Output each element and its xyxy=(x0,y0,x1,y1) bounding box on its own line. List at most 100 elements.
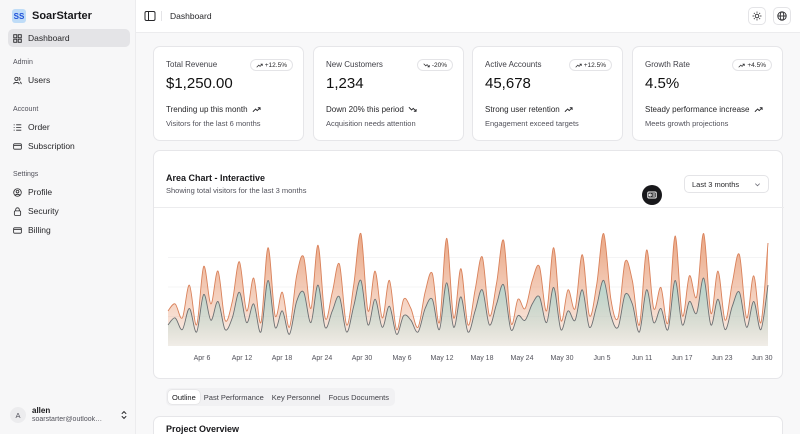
trend-up-icon xyxy=(575,63,582,67)
list-icon xyxy=(13,123,22,132)
stat-trend: Down 20% this period xyxy=(326,105,417,114)
trend-up-icon xyxy=(256,63,263,67)
x-tick-label: May 30 xyxy=(551,355,574,362)
user-circle-icon xyxy=(13,187,22,197)
stat-trend: Trending up this month xyxy=(166,105,261,114)
time-range-value: Last 3 months xyxy=(692,179,740,189)
sidebar-item-label: Billing xyxy=(28,225,51,235)
stat-title: Total Revenue xyxy=(166,60,218,69)
trend-up-icon xyxy=(738,63,746,67)
x-tick-label: Jun 11 xyxy=(632,355,653,362)
id-card-icon xyxy=(647,191,657,199)
floating-action-button[interactable] xyxy=(642,185,662,205)
sidebar: SS SoarStarter Dashboard Admin Users Acc… xyxy=(0,0,136,434)
time-range-select[interactable]: Last 3 months xyxy=(684,175,769,193)
stat-badge-text: +4.5% xyxy=(747,61,766,69)
stat-badge-text: +12.5% xyxy=(264,61,287,69)
x-tick-label: Jun 5 xyxy=(593,355,610,362)
theme-toggle-button[interactable] xyxy=(748,7,766,25)
chevron-up-down-icon xyxy=(121,410,127,420)
tab-outline[interactable]: Outline xyxy=(168,390,200,404)
tab-key-personnel[interactable]: Key Personnel xyxy=(271,392,321,402)
chevron-down-icon xyxy=(755,182,760,186)
stat-value: 1,234 xyxy=(326,75,364,92)
sidebar-item-users[interactable]: Users xyxy=(8,71,130,89)
stat-subtext: Engagement exceed targets xyxy=(485,119,579,128)
area-chart-card: Area Chart - Interactive Showing total v… xyxy=(153,150,784,379)
users-icon xyxy=(13,76,22,85)
chart-divider xyxy=(154,207,784,208)
sidebar-item-security[interactable]: Security xyxy=(8,202,130,220)
stat-subtext: Visitors for the last 6 months xyxy=(166,119,261,128)
sun-icon xyxy=(752,11,762,21)
section-tabs: Outline Past Performance Key Personnel F… xyxy=(166,388,396,406)
x-tick-label: Jun 23 xyxy=(711,355,732,362)
area-chart: Apr 6 Apr 12 Apr 18 Apr 24 Apr 30 May 6 May 12… xyxy=(167,233,773,362)
stat-value: $1,250.00 xyxy=(166,75,233,92)
user-name: allen xyxy=(32,406,51,415)
x-tick-label: May 18 xyxy=(471,355,494,362)
chart-title: Area Chart - Interactive xyxy=(166,173,266,183)
brand-logo: SS xyxy=(12,9,26,23)
sidebar-item-label: Dashboard xyxy=(28,33,70,43)
sidebar-item-label: Subscription xyxy=(28,141,75,151)
group-label-settings: Settings xyxy=(13,171,39,178)
x-tick-label: Apr 6 xyxy=(194,355,211,362)
lock-icon xyxy=(13,206,22,216)
group-label-admin: Admin xyxy=(13,59,33,66)
stat-trend-text: Steady performance increase xyxy=(645,105,750,114)
stat-card-new-customers: New Customers -20% 1,234 Down 20% this p… xyxy=(313,46,464,141)
x-tick-label: Apr 12 xyxy=(232,355,253,362)
breadcrumb[interactable]: Dashboard xyxy=(170,11,212,21)
stat-trend-text: Strong user retention xyxy=(485,105,560,114)
stat-title: Active Accounts xyxy=(485,60,542,69)
brand[interactable]: SS SoarStarter xyxy=(12,9,92,23)
header: Dashboard xyxy=(136,0,800,33)
sidebar-item-profile[interactable]: Profile xyxy=(8,183,130,201)
user-menu[interactable]: A allen soarstarter@outlook.com xyxy=(10,402,128,428)
group-label-account: Account xyxy=(13,106,39,113)
trend-up-icon xyxy=(252,107,261,113)
tab-past-performance[interactable]: Past Performance xyxy=(203,392,264,402)
x-tick-label: May 6 xyxy=(392,355,411,362)
stat-card-active-accounts: Active Accounts +12.5% 45,678 Strong use… xyxy=(472,46,623,141)
series-line-lower xyxy=(167,277,769,335)
stat-card-total-revenue: Total Revenue +12.5% $1,250.00 Trending … xyxy=(153,46,304,141)
stat-value: 45,678 xyxy=(485,75,531,92)
sidebar-item-label: Profile xyxy=(28,187,53,197)
user-email: soarstarter@outlook.com xyxy=(32,415,104,423)
language-button[interactable] xyxy=(773,7,791,25)
x-tick-label: May 12 xyxy=(431,355,454,362)
sidebar-item-dashboard[interactable]: Dashboard xyxy=(8,29,130,47)
stat-title: Growth Rate xyxy=(645,60,690,69)
stat-badge-text: -20% xyxy=(431,61,447,69)
sidebar-item-order[interactable]: Order xyxy=(8,118,130,136)
sidebar-item-subscription[interactable]: Subscription xyxy=(8,137,130,155)
stat-badge: +12.5% xyxy=(249,59,293,71)
dashboard-icon xyxy=(13,33,22,43)
section-title: Project Overview xyxy=(166,424,240,434)
credit-card-icon xyxy=(13,142,22,151)
tab-focus-documents[interactable]: Focus Documents xyxy=(328,392,390,402)
stat-trend: Strong user retention xyxy=(485,105,573,114)
credit-card-icon xyxy=(13,226,22,235)
stat-value: 4.5% xyxy=(645,75,680,92)
sidebar-item-billing[interactable]: Billing xyxy=(8,221,130,239)
stat-trend: Steady performance increase xyxy=(645,105,763,114)
stat-badge: -20% xyxy=(416,59,453,71)
sidebar-toggle-icon[interactable] xyxy=(144,10,156,22)
x-tick-label: May 24 xyxy=(511,355,534,362)
series-line-upper xyxy=(167,233,769,331)
sidebar-item-label: Order xyxy=(28,122,50,132)
chart-subtitle: Showing total visitors for the last 3 mo… xyxy=(166,186,307,195)
x-tick-label: Jun 30 xyxy=(751,355,772,362)
x-tick-label: Apr 30 xyxy=(352,355,373,362)
trend-down-icon xyxy=(423,63,430,67)
stat-badge: +12.5% xyxy=(568,59,612,71)
sidebar-item-label: Users xyxy=(28,75,51,85)
stat-badge-text: +12.5% xyxy=(583,61,606,69)
trend-up-icon xyxy=(564,107,573,113)
stat-trend-text: Trending up this month xyxy=(166,105,248,114)
stat-title: New Customers xyxy=(326,60,383,69)
series-area-lower xyxy=(168,278,768,346)
